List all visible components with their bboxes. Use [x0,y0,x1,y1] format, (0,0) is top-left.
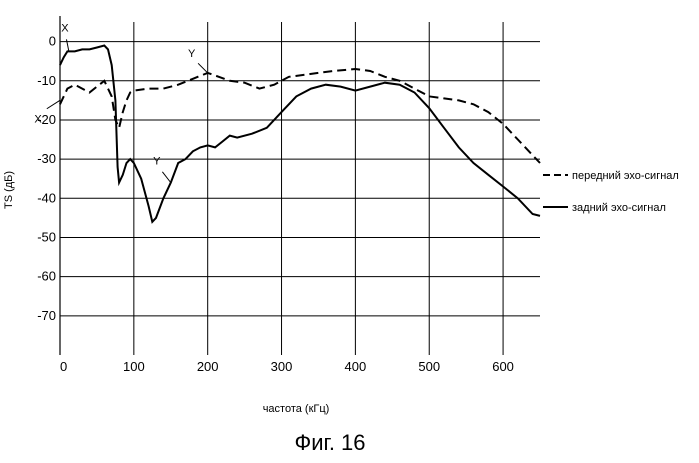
y-tick-label: -30 [37,151,56,166]
figure-caption: Фиг. 16 [294,430,365,455]
annotation-leader [198,63,208,73]
y-tick-label: 0 [49,34,56,49]
y-tick-label: -60 [37,269,56,284]
series-lines [60,46,540,222]
y-tick-label: -70 [37,308,56,323]
annotation-label: X [61,22,69,34]
x-axis-label: частота (кГц) [263,403,330,415]
y-tick-label: -10 [37,73,56,88]
legend-label: задний эхо-сигнал [572,202,666,214]
annotation-leader [47,100,60,108]
x-tick-label: 600 [492,359,514,374]
x-tick-label: 300 [271,359,293,374]
legend-label: передний эхо-сигнал [572,170,679,182]
x-tick-label: 400 [345,359,367,374]
grid [60,22,540,355]
x-tick-label: 500 [418,359,440,374]
axes: 0-10-20-30-40-50-60-70010020030040050060… [37,16,514,374]
x-tick-label: 200 [197,359,219,374]
y-tick-label: -40 [37,190,56,205]
y-axis-label: TS (дБ) [3,171,15,209]
annotation-label: Y [153,156,161,168]
back-echo-line [60,46,540,222]
annotation-leader [162,172,170,183]
legend: передний эхо-сигнал задний эхо-сигнал [543,170,679,214]
y-tick-label: -50 [37,229,56,244]
x-tick-label: 100 [123,359,145,374]
x-tick-label: 0 [60,359,67,374]
front-echo-line [60,69,540,163]
annotation-label: Y [188,48,196,60]
annotation-label: X [34,113,42,125]
